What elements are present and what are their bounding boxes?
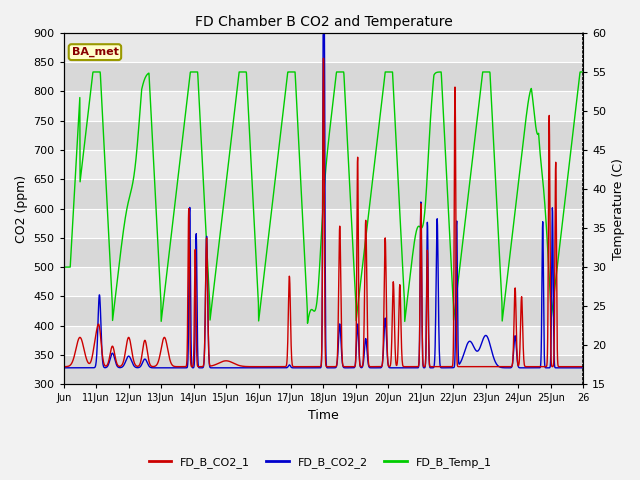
- FD_B_CO2_1: [565, 364, 573, 370]
- Bar: [64, 355, 583, 384]
- Bar: [64, 238, 583, 267]
- FD_B_CO2_2: [312, 365, 320, 371]
- FD_B_CO2_2: [299, 365, 307, 371]
- FD_B_Temp_1: [299, 218, 307, 224]
- Bar: [64, 209, 583, 238]
- FD_B_Temp_1: [60, 264, 68, 270]
- Bar: [64, 92, 583, 121]
- FD_B_Temp_1: [313, 299, 321, 305]
- FD_B_CO2_2: [86, 365, 94, 371]
- FD_B_CO2_2: [469, 342, 477, 348]
- Bar: [64, 267, 583, 296]
- FD_B_Temp_1: [303, 320, 311, 326]
- FD_B_CO2_1: [320, 56, 328, 61]
- Bar: [64, 33, 583, 62]
- FD_B_Temp_1: [187, 69, 195, 75]
- Title: FD Chamber B CO2 and Temperature: FD Chamber B CO2 and Temperature: [195, 15, 452, 29]
- FD_B_Temp_1: [579, 69, 587, 75]
- FD_B_CO2_2: [564, 365, 572, 371]
- FD_B_CO2_2: [60, 365, 68, 371]
- Legend: FD_B_CO2_1, FD_B_CO2_2, FD_B_Temp_1: FD_B_CO2_1, FD_B_CO2_2, FD_B_Temp_1: [144, 452, 496, 472]
- Bar: [64, 325, 583, 355]
- Bar: [64, 180, 583, 209]
- Line: FD_B_CO2_1: FD_B_CO2_1: [64, 59, 583, 367]
- Text: BA_met: BA_met: [72, 47, 118, 57]
- FD_B_CO2_1: [60, 364, 68, 370]
- X-axis label: Time: Time: [308, 409, 339, 422]
- Bar: [64, 150, 583, 180]
- Bar: [64, 62, 583, 92]
- FD_B_CO2_1: [299, 364, 307, 370]
- FD_B_CO2_1: [470, 364, 477, 370]
- FD_B_CO2_1: [579, 364, 587, 370]
- Y-axis label: CO2 (ppm): CO2 (ppm): [15, 175, 28, 243]
- Y-axis label: Temperature (C): Temperature (C): [612, 157, 625, 260]
- Bar: [64, 121, 583, 150]
- FD_B_Temp_1: [565, 166, 573, 171]
- FD_B_CO2_1: [86, 360, 94, 366]
- FD_B_CO2_1: [294, 364, 302, 370]
- FD_B_Temp_1: [86, 92, 94, 98]
- FD_B_Temp_1: [470, 148, 477, 154]
- FD_B_CO2_2: [564, 365, 572, 371]
- FD_B_CO2_1: [313, 364, 321, 370]
- FD_B_Temp_1: [564, 168, 572, 174]
- Line: FD_B_Temp_1: FD_B_Temp_1: [64, 72, 583, 323]
- FD_B_CO2_1: [564, 364, 572, 370]
- FD_B_CO2_2: [319, 30, 327, 36]
- FD_B_CO2_2: [579, 365, 587, 371]
- Bar: [64, 296, 583, 325]
- Line: FD_B_CO2_2: FD_B_CO2_2: [64, 33, 583, 368]
